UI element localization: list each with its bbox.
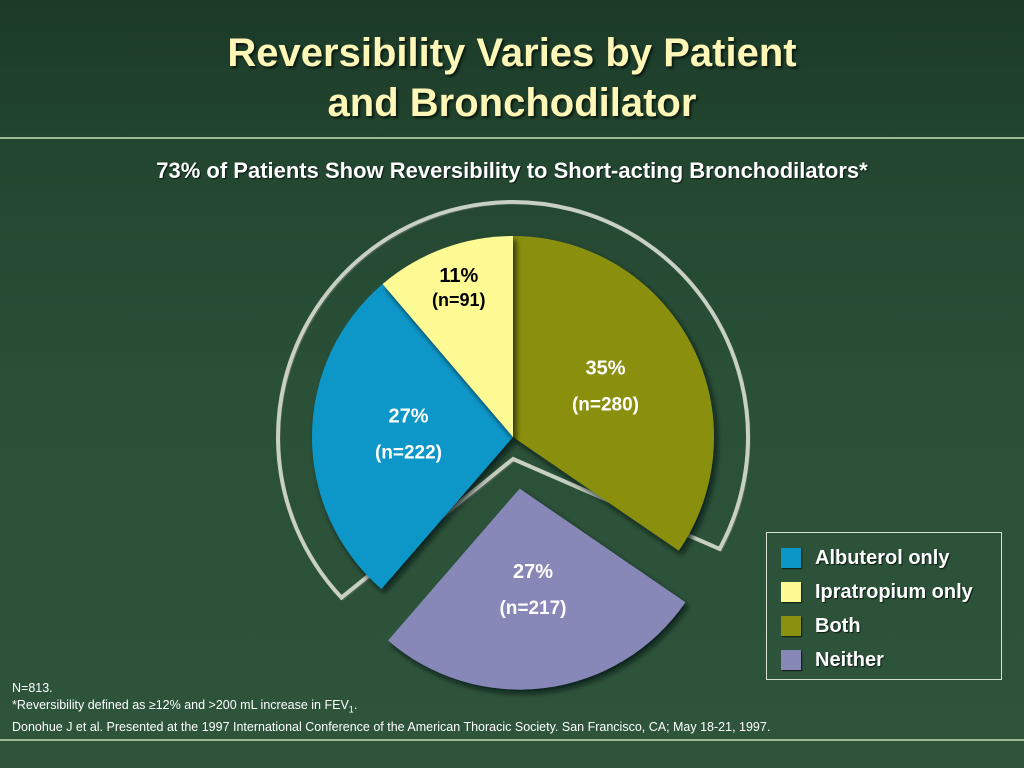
footnotes: N=813. *Reversibility defined as ≥12% an… <box>12 680 770 736</box>
pie-label-n-ipratropium-only: (n=91) <box>432 290 486 310</box>
pie-label-n-neither: (n=217) <box>499 598 566 619</box>
footnote-reference: Donohue J et al. Presented at the 1997 I… <box>12 719 771 734</box>
footnote-definition-subscript: 1 <box>348 704 354 715</box>
slide-title-line-1: Reversibility Varies by Patient <box>227 31 797 75</box>
footnote-definition-text: *Reversibility defined as ≥12% and >200 … <box>12 698 349 712</box>
pie-label-n-albuterol-only: (n=222) <box>375 443 442 464</box>
title-divider <box>0 137 1024 139</box>
pie-slice-both <box>513 236 714 551</box>
pie-label-percent-ipratropium-only: 11% <box>439 265 478 287</box>
legend-label-ipratropium: Ipratropium only <box>815 580 973 603</box>
footnote-sample-size: N=813. <box>12 681 53 695</box>
pie-slice-albuterol-only <box>311 284 513 589</box>
legend-item-albuterol: Albuterol only <box>781 541 1001 575</box>
slide-title-line-2: and Bronchodilator <box>327 81 697 125</box>
legend-swatch-albuterol <box>781 548 801 568</box>
legend-swatch-both <box>781 616 801 636</box>
chart-legend: Albuterol only Ipratropium only Both Nei… <box>766 532 1002 680</box>
legend-swatch-ipratropium <box>781 582 801 602</box>
bottom-divider <box>0 739 1024 741</box>
pie-slice-ipratropium-only <box>382 236 513 437</box>
footnote-definition-end: . <box>353 698 358 712</box>
pie-label-percent-albuterol-only: 27% <box>388 406 428 428</box>
pie-outline <box>276 200 750 601</box>
pie-label-n-both: (n=280) <box>572 394 639 415</box>
legend-item-ipratropium: Ipratropium only <box>781 575 1001 609</box>
legend-swatch-neither <box>781 650 801 670</box>
pie-label-percent-both: 35% <box>585 357 625 379</box>
footnote-definition: *Reversibility defined as ≥12% and >200 … <box>12 697 770 719</box>
legend-item-both: Both <box>781 609 1001 643</box>
legend-label-neither: Neither <box>815 648 884 671</box>
pie-label-percent-neither: 27% <box>513 561 553 583</box>
legend-label-albuterol: Albuterol only <box>815 546 950 569</box>
chart-title: 73% of Patients Show Reversibility to Sh… <box>156 158 868 183</box>
pie-slice-neither <box>388 488 686 690</box>
slide-title: Reversibility Varies by Patient and Bron… <box>0 28 1024 128</box>
legend-item-neither: Neither <box>781 643 1001 677</box>
legend-label-both: Both <box>815 614 861 637</box>
